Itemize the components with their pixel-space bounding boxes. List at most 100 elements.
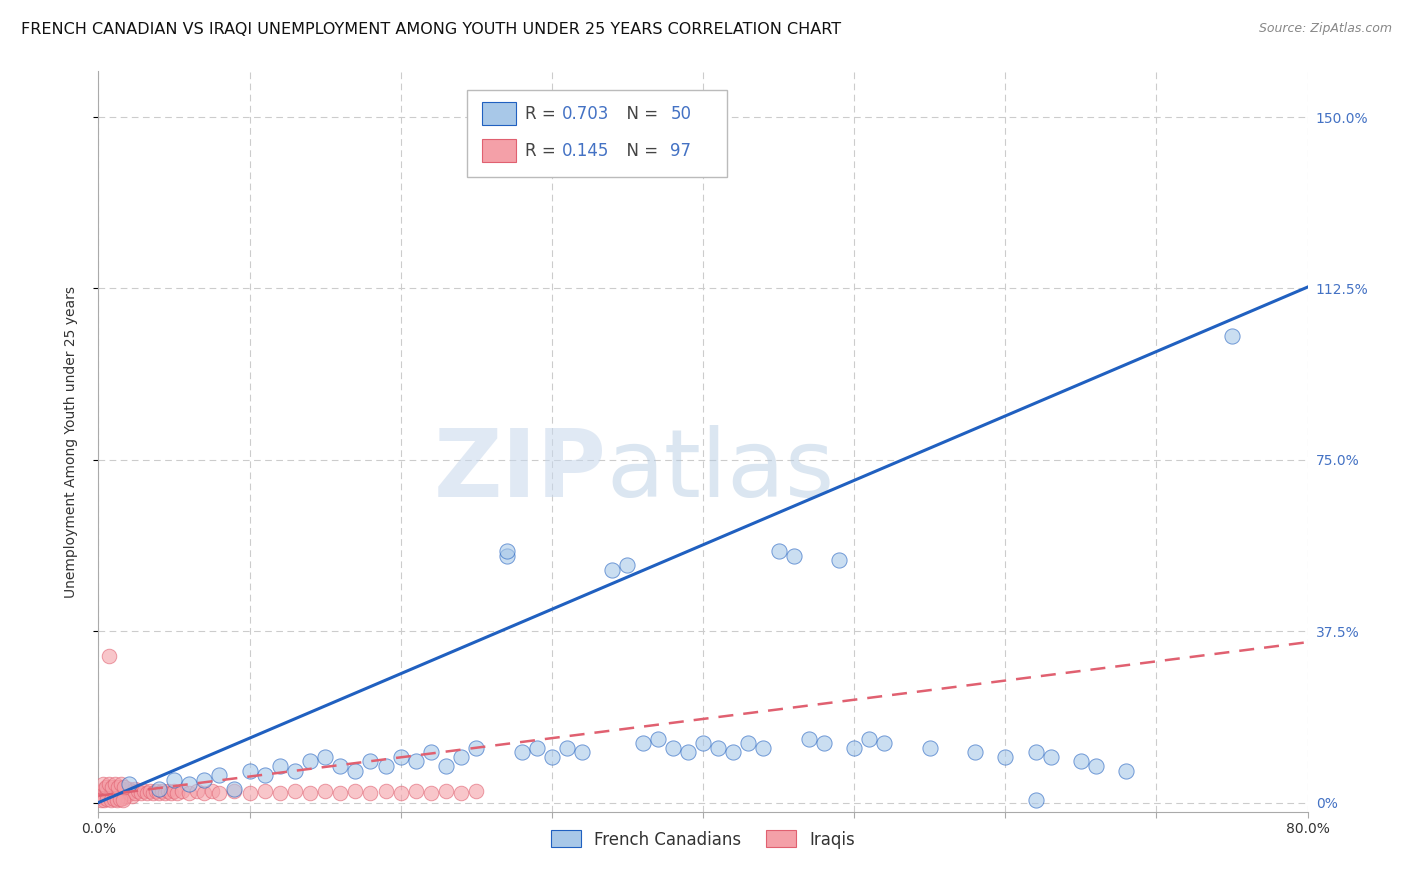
Point (389, 787, 412, 801)
Point (797, 731, 820, 746)
Point (91, 789, 114, 803)
Point (129, 787, 152, 801)
Bar (482, 139, 516, 161)
Point (1220, 329, 1243, 343)
Point (661, 740, 683, 755)
Point (828, 553, 851, 567)
Point (108, 784, 131, 798)
Point (163, 784, 186, 798)
Point (107, 780, 129, 794)
Point (420, 787, 443, 801)
Point (405, 784, 427, 798)
Point (114, 784, 136, 798)
Point (208, 787, 231, 801)
Text: 97: 97 (671, 142, 692, 160)
Point (104, 777, 127, 791)
Point (631, 736, 654, 750)
Point (602, 562, 624, 576)
Point (269, 759, 291, 773)
Text: N =: N = (616, 142, 664, 160)
Point (111, 791, 134, 805)
Point (344, 784, 367, 798)
Point (179, 777, 201, 791)
Point (692, 736, 714, 750)
Point (125, 784, 148, 798)
Point (1024, 745, 1046, 759)
Point (118, 787, 141, 801)
Point (1039, 750, 1062, 764)
Point (118, 777, 141, 791)
Point (93, 781, 115, 796)
Text: Source: ZipAtlas.com: Source: ZipAtlas.com (1258, 22, 1392, 36)
Point (110, 781, 132, 796)
Point (96, 784, 118, 798)
Point (112, 787, 135, 801)
Point (98, 787, 121, 801)
Point (107, 787, 129, 801)
Point (676, 745, 699, 759)
Point (100, 784, 122, 798)
Point (768, 544, 790, 558)
Point (510, 745, 533, 759)
Point (108, 792, 131, 806)
Point (495, 544, 517, 558)
Point (208, 768, 231, 782)
Point (98, 789, 121, 803)
Point (124, 787, 146, 801)
Point (160, 787, 183, 801)
Point (150, 784, 173, 798)
Point (145, 784, 167, 798)
Point (571, 745, 593, 759)
Text: ZIP: ZIP (433, 425, 606, 517)
Point (148, 787, 170, 801)
Point (994, 750, 1017, 764)
Point (434, 784, 457, 798)
Point (858, 731, 880, 746)
Point (239, 787, 262, 801)
Point (121, 784, 143, 798)
Point (450, 750, 472, 764)
Point (103, 789, 125, 803)
Point (111, 781, 134, 796)
Point (540, 750, 562, 764)
Point (193, 772, 215, 787)
Point (103, 787, 125, 801)
Point (1024, 793, 1046, 807)
Point (873, 736, 896, 750)
Point (101, 781, 124, 796)
Point (111, 787, 134, 801)
Point (100, 791, 122, 805)
Text: FRENCH CANADIAN VS IRAQI UNEMPLOYMENT AMONG YOUTH UNDER 25 YEARS CORRELATION CHA: FRENCH CANADIAN VS IRAQI UNEMPLOYMENT AM… (21, 22, 841, 37)
Point (148, 781, 170, 796)
Point (118, 781, 141, 796)
Text: 0.145: 0.145 (561, 142, 609, 160)
Point (737, 736, 759, 750)
Point (105, 781, 128, 796)
Point (314, 784, 336, 798)
Legend: French Canadians, Iraqis: French Canadians, Iraqis (544, 823, 862, 855)
Point (93, 793, 115, 807)
Point (105, 781, 128, 796)
Y-axis label: Unemployment Among Youth under 25 years: Unemployment Among Youth under 25 years (63, 285, 77, 598)
Point (101, 780, 124, 794)
Point (186, 784, 208, 798)
Point (1115, 764, 1137, 778)
Point (104, 789, 127, 803)
Point (314, 750, 336, 764)
Point (142, 787, 165, 801)
Point (813, 736, 835, 750)
Point (110, 777, 132, 791)
Point (94, 787, 117, 801)
Point (166, 787, 188, 801)
Point (156, 784, 179, 798)
Point (170, 784, 193, 798)
Point (647, 731, 669, 746)
Point (1070, 755, 1092, 769)
Text: 0.703: 0.703 (561, 104, 609, 122)
Point (783, 549, 806, 563)
Point (98, 777, 121, 791)
Point (1085, 759, 1108, 773)
Point (112, 780, 135, 794)
Point (450, 787, 472, 801)
Point (91, 784, 114, 798)
